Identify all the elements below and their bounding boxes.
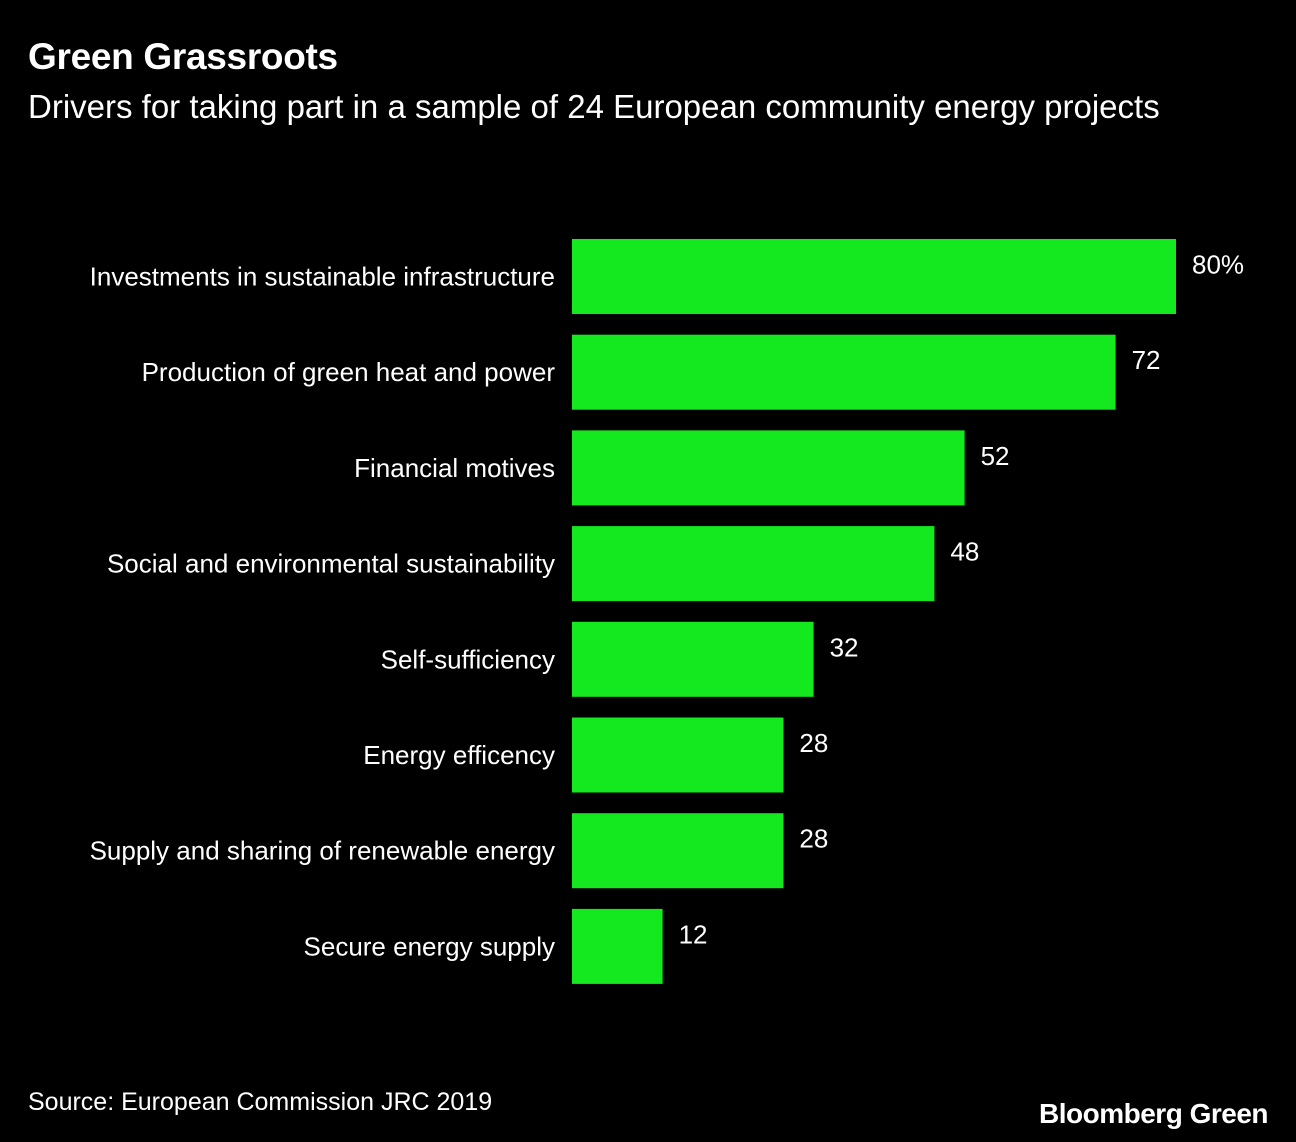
value-label-3: 48 [950, 537, 979, 567]
category-label-4: Self-sufficiency [381, 644, 555, 674]
bar-0 [572, 239, 1176, 314]
category-label-7: Secure energy supply [304, 931, 555, 961]
category-label-6: Supply and sharing of renewable energy [90, 836, 555, 866]
bar-2 [572, 430, 965, 506]
chart-title: Green Grassroots [28, 36, 338, 77]
bar-5 [572, 717, 784, 793]
value-label-0: 80% [1192, 250, 1244, 280]
bar-7 [572, 908, 663, 984]
chart-subtitle: Drivers for taking part in a sample of 2… [28, 88, 1160, 125]
bar-3 [572, 526, 935, 602]
source-note: Source: European Commission JRC 2019 [28, 1088, 493, 1116]
value-label-7: 12 [679, 919, 708, 949]
bar-6 [572, 813, 784, 889]
value-label-4: 32 [830, 632, 859, 662]
value-label-6: 28 [799, 824, 828, 854]
bar-1 [572, 334, 1116, 410]
category-label-2: Financial motives [354, 453, 555, 483]
value-label-5: 28 [799, 728, 828, 758]
bar-4 [572, 621, 814, 697]
category-label-0: Investments in sustainable infrastructur… [90, 262, 555, 292]
value-label-2: 52 [981, 441, 1010, 471]
value-label-1: 72 [1132, 345, 1161, 375]
category-label-5: Energy efficency [363, 740, 555, 770]
category-label-3: Social and environmental sustainability [107, 549, 555, 579]
category-label-1: Production of green heat and power [142, 357, 556, 387]
brand-logo: Bloomberg Green [1039, 1098, 1268, 1129]
